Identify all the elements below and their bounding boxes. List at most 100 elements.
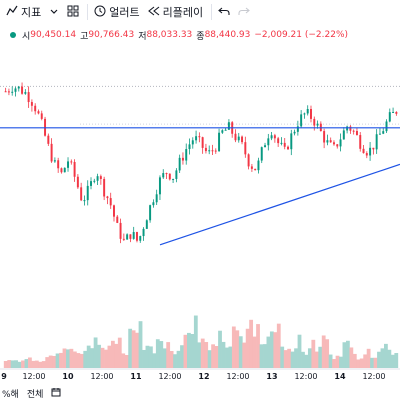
price-chart[interactable]: 9 12:00 10 12:00 11 12:00 12 12:00 13 12:00 14 12:0… [0,42,400,386]
volume-bar [190,333,195,368]
candle-body [260,147,263,161]
volume-bar [204,342,209,368]
volume-bar [228,346,233,368]
volume-bar [342,342,347,368]
time-axis-tick-label: 9 [1,372,7,381]
volume-bar [124,355,129,368]
candle-body [7,91,10,93]
volume-bar [380,348,385,368]
candle-body [73,161,76,177]
candle-body [63,167,66,173]
volume-bar [34,360,39,368]
bottom-bar: %해 전체 [0,386,400,400]
candle-body [352,130,355,132]
volume-bar [48,355,53,368]
indicators-button[interactable]: 지표 [6,1,41,23]
candle-body [109,198,112,206]
volume-bar [31,360,36,368]
grid-icon [67,5,79,20]
volume-bar [187,332,191,368]
candle-body [27,92,30,103]
volume-bar [176,350,181,368]
volume-bar [304,354,309,368]
status-dot-icon [10,32,16,38]
range-button-1[interactable]: %해 [2,389,19,400]
candle-body [303,113,306,115]
layout-grid-button[interactable] [67,1,79,23]
candle-body [237,136,240,141]
candle-body [162,173,165,178]
candle-body [11,91,14,93]
candle-body [135,232,138,241]
volume-bar [162,348,167,368]
high-label: 고 [80,31,89,42]
volume-bar [38,361,43,368]
candle-body [234,133,237,141]
candle-body [313,118,316,126]
alert-button[interactable]: 얼러트 [94,1,140,23]
time-axis-tick-label: 12:00 [226,372,249,381]
volume-bar [76,353,81,368]
candle-body [211,150,214,152]
time-axis-tick-label: 12:00 [362,372,385,381]
volume-bar [145,345,150,368]
candle-body [188,144,191,150]
volume-bar [100,347,105,368]
volume-bar [45,357,50,368]
time-axis-tick-label: 10 [62,372,74,381]
redo-button[interactable] [238,1,250,23]
calendar-icon[interactable] [51,387,61,400]
volume-bar [359,358,364,368]
replay-button[interactable]: 리플레이 [147,1,203,23]
volume-bar [269,331,274,368]
candle-body [195,136,198,141]
candle-body [155,194,158,203]
volume-bar [390,354,395,368]
volume-bar [318,346,323,368]
candle-body [129,234,132,239]
volume-bar [200,338,205,368]
volume-bar [287,348,292,368]
candle-body [372,147,375,150]
candle-body [254,168,257,171]
candle-body [208,150,211,152]
candle-body [342,130,345,140]
candle-body [76,176,79,188]
candle-body [113,205,115,217]
volume-bar [3,361,8,368]
candle-body [382,131,385,134]
candle-body [103,178,106,197]
replay-rewind-icon [147,5,160,20]
chevron-down-icon[interactable] [49,1,59,23]
volume-bar [7,360,12,368]
undo-icon [218,5,230,20]
volume-bar [183,334,188,368]
volume-bar [349,347,354,368]
indicators-label: 지표 [21,6,42,19]
volume-bar [238,336,243,368]
range-button-all[interactable]: 전체 [26,389,44,400]
candle-body [116,216,119,223]
volume-bar [339,356,343,368]
volume-bar [107,345,112,368]
candle-body [24,92,27,94]
candle-body [329,140,332,143]
candle-body [339,139,342,147]
candle-body [149,205,152,221]
candle-body [142,228,145,237]
volume-bar [117,337,122,368]
time-axis-tick-label: 12:00 [158,372,181,381]
candle-body [93,180,96,182]
candle-body [267,138,270,146]
candle-body [80,187,83,201]
candle-body [277,138,280,144]
candle-body [198,136,201,138]
volume-bar [377,351,381,368]
candle-body [145,220,148,229]
time-axis-tick-label: 14 [334,372,346,381]
candle-body [349,126,352,131]
undo-button[interactable] [218,1,230,23]
volume-bar [207,350,212,368]
volume-bar [93,337,98,368]
open-label: 시 [22,31,31,42]
